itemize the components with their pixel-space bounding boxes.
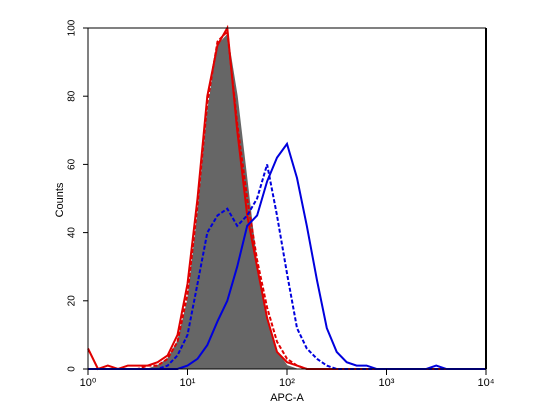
x-tick-label: 10² — [279, 377, 295, 389]
y-tick-label: 100 — [67, 19, 78, 36]
y-tick-label: 20 — [67, 295, 78, 307]
y-tick-label: 60 — [67, 158, 78, 170]
x-tick-label: 10¹ — [180, 377, 196, 389]
histogram-line — [88, 141, 486, 370]
y-tick-label: 0 — [67, 366, 78, 372]
y-tick-label: 40 — [67, 227, 78, 239]
x-axis-label: APC-A — [270, 392, 304, 404]
x-tick-label: 10⁴ — [478, 377, 495, 389]
y-axis-label: Counts — [54, 182, 66, 217]
histogram-line — [88, 29, 486, 370]
histogram-area — [88, 33, 486, 370]
x-tick-label: 10³ — [379, 377, 395, 389]
x-tick-label: 10⁰ — [80, 377, 97, 389]
histogram-line — [88, 164, 486, 370]
histogram-line — [87, 24, 486, 371]
y-tick-label: 80 — [67, 90, 78, 102]
